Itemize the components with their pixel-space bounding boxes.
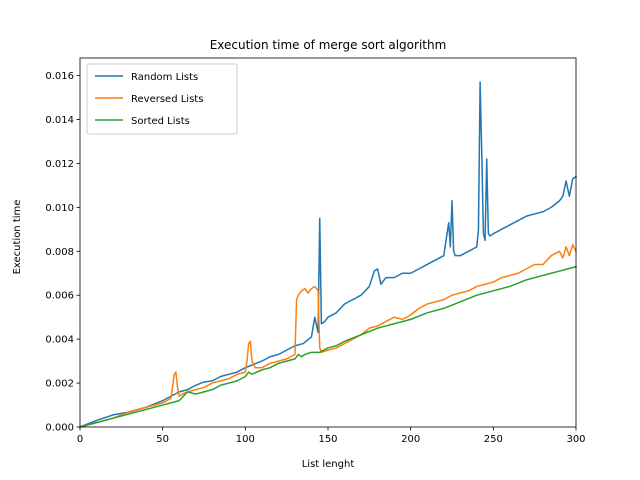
y-axis-title: Execution time — [12, 200, 23, 275]
x-tick-label: 150 — [318, 434, 337, 445]
y-tick-label: 0.002 — [45, 379, 74, 390]
x-tick-label: 200 — [401, 434, 420, 445]
legend: Random Lists Reversed Lists Sorted Lists — [86, 63, 238, 135]
y-tick-label: 0.004 — [45, 335, 74, 346]
series-line-sorted-lists — [79, 265, 577, 428]
series-layer — [79, 81, 578, 428]
y-tick-label: 0.016 — [45, 71, 74, 82]
legend-label: Random Lists — [131, 72, 198, 83]
series-line-random-lists — [79, 81, 578, 428]
y-tick-label: 0.012 — [45, 159, 74, 170]
y-tick-label: 0.014 — [45, 115, 74, 126]
legend-label: Reversed Lists — [131, 94, 203, 105]
x-tick-label: 250 — [484, 434, 503, 445]
legend-box — [86, 63, 238, 135]
chart-title: Execution time of merge sort algorithm — [210, 38, 447, 52]
x-axis-title: List lenght — [302, 459, 355, 470]
x-tick-label: 50 — [156, 434, 169, 445]
y-tick-label: 0.000 — [45, 423, 74, 434]
y-axis: 0.000 0.002 0.004 0.006 0.008 0.010 0.012 0.014… — [45, 71, 80, 434]
y-tick-label: 0.010 — [45, 203, 74, 214]
x-tick-label: 100 — [236, 434, 255, 445]
x-axis: 0 50 100 150 200 250 300 — [77, 427, 586, 445]
y-tick-label: 0.006 — [45, 291, 74, 302]
y-tick-label: 0.008 — [45, 247, 74, 258]
x-tick-label: 0 — [77, 434, 83, 445]
x-tick-label: 300 — [566, 434, 585, 445]
legend-label: Sorted Lists — [131, 116, 190, 127]
